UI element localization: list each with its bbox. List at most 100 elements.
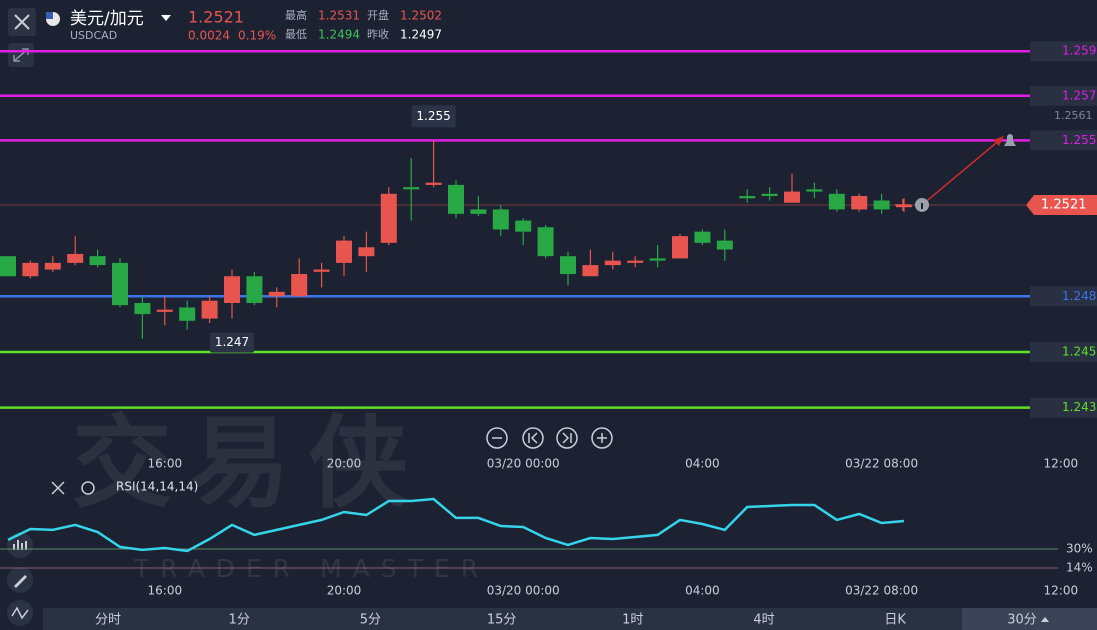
rsi-line [7, 497, 905, 553]
tab[interactable]: 分时 [95, 613, 121, 628]
candle-body [291, 274, 308, 297]
callout-box [210, 332, 254, 353]
candle-body [448, 184, 464, 214]
level-tag [1030, 130, 1097, 151]
x-tick-label: 16:00 [148, 584, 183, 598]
stat-value: 1.2502 [400, 9, 442, 23]
candle-body [806, 189, 823, 192]
candle-body [425, 182, 442, 185]
icon [528, 432, 538, 444]
candle-body [246, 276, 263, 303]
rsi-close[interactable] [51, 481, 65, 495]
candle-body [89, 256, 106, 266]
candle-body [224, 276, 240, 303]
candle-body [380, 193, 397, 243]
stat-value: 1.2494 [318, 28, 360, 42]
tab[interactable]: 1时 [622, 613, 643, 628]
candle-body [201, 300, 218, 319]
rsi-label: RSI(14,14,14) [116, 480, 198, 494]
tab[interactable]: 4时 [753, 613, 774, 628]
x-tick-label: 04:00 [685, 457, 720, 471]
icon [562, 432, 572, 444]
candle-body [156, 309, 173, 312]
candle-body [672, 236, 688, 259]
symbol-code: USDCAD [70, 29, 117, 42]
candle-body [403, 187, 420, 190]
tab[interactable]: 30分 [1007, 613, 1037, 628]
candle-body [0, 256, 16, 277]
candle-body [694, 231, 711, 243]
candle-body [313, 269, 330, 272]
icon [14, 575, 27, 588]
stat-value: 1.2497 [400, 28, 442, 42]
level-label: 1.257 [1062, 88, 1096, 102]
candle-body [134, 302, 151, 315]
x-tick-label: 03/22 08:00 [845, 457, 918, 471]
candle-body [582, 265, 599, 277]
candle-body [112, 262, 128, 306]
trend-arrow [921, 137, 1003, 206]
price: 1.2521 [188, 8, 244, 27]
level-label: 1.248 [1062, 289, 1096, 303]
candle-body [784, 191, 800, 203]
candle-body [851, 196, 868, 210]
symbol-dropdown[interactable] [161, 15, 171, 21]
high-callout: 1.255 [416, 109, 450, 123]
tab[interactable]: 日K [884, 613, 906, 628]
candle-body [336, 240, 352, 263]
level-tag [1030, 85, 1097, 106]
candle-body [716, 240, 733, 250]
level-label: 1.243 [1062, 400, 1096, 414]
icon [13, 540, 27, 550]
change-pct: 0.19% [238, 29, 276, 43]
x-tick-label: 03/20 00:00 [487, 457, 560, 471]
icon [11, 606, 29, 620]
level-tag [1030, 397, 1097, 418]
price-cross [895, 198, 911, 211]
active-tab [962, 608, 1097, 630]
indicator-tool[interactable] [7, 532, 33, 558]
y-tick-label: 1.2561 [1054, 109, 1093, 122]
flag-icon [46, 12, 53, 19]
tab[interactable]: 15分 [487, 613, 517, 628]
symbol[interactable]: 美元/加元 [70, 9, 144, 29]
watermark-title: 交易侠 [72, 404, 426, 521]
level-tag [1030, 41, 1097, 62]
candle-body [492, 209, 509, 230]
stat-value: 1.2531 [318, 9, 360, 23]
x-tick-label: 04:00 [685, 584, 720, 598]
candle-body [537, 227, 554, 257]
candle-body [828, 193, 845, 210]
rsi-tick-label: 14% [1066, 561, 1093, 575]
candle-body [268, 291, 285, 297]
tab-caret [1041, 617, 1049, 622]
low-callout: 1.247 [215, 335, 249, 349]
x-tick-label: 16:00 [148, 457, 183, 471]
tab[interactable]: 1分 [229, 613, 250, 628]
level-label: 1.2455 [1062, 344, 1097, 358]
zoom-controls [486, 427, 613, 449]
change: 0.0024 [188, 29, 230, 43]
candle-body [873, 200, 890, 210]
callout-box [411, 105, 456, 128]
candle-body [560, 256, 576, 275]
last-price-label: 1.2521 [1041, 197, 1087, 212]
x-tick-label: 03/22 08:00 [845, 584, 918, 598]
candle-body [470, 209, 487, 214]
candle-body [179, 307, 196, 321]
rsi-settings[interactable] [81, 481, 95, 495]
tab[interactable]: 5分 [360, 613, 381, 628]
alert-icon [1004, 134, 1016, 146]
stat-label: 开盘 [367, 8, 389, 22]
candle-body [649, 258, 666, 261]
candle-body [67, 253, 84, 263]
x-tick-label: 12:00 [1044, 457, 1079, 471]
candle-body [896, 204, 912, 208]
x-tick-label: 20:00 [327, 457, 362, 471]
close-icon [14, 14, 30, 30]
level-tag [1030, 341, 1097, 362]
level-label: 1.255 [1062, 133, 1096, 147]
candle-body [358, 247, 375, 257]
candle-body [761, 193, 778, 197]
